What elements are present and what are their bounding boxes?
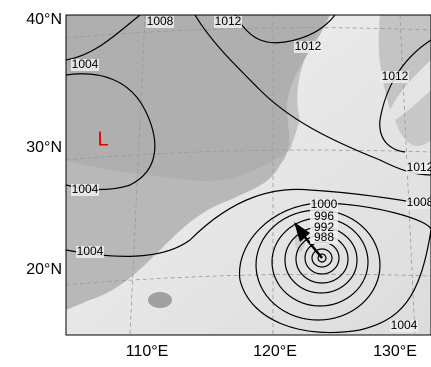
lon-label: 110°E xyxy=(126,343,169,360)
weather-map: 1008101210121004101210041012100810041000… xyxy=(0,0,431,362)
isobar-label: 1004 xyxy=(391,318,418,332)
isobar-label: 1004 xyxy=(72,57,99,71)
isobar-label: 1008 xyxy=(407,195,431,209)
island xyxy=(148,292,172,308)
isobar-label: 1012 xyxy=(407,160,431,174)
isobar-label: 1004 xyxy=(77,244,104,258)
isobar-label: 1012 xyxy=(215,14,242,28)
isobar-label: 988 xyxy=(314,230,334,244)
isobar-label: 1012 xyxy=(382,69,409,83)
lat-label: 30°N xyxy=(26,139,62,156)
isobar-label: 1004 xyxy=(72,182,99,196)
lat-label: 40°N xyxy=(26,11,62,28)
lat-label: 20°N xyxy=(26,261,62,278)
isobar-label: 1012 xyxy=(295,39,322,53)
low-marker: L xyxy=(97,128,108,150)
isobar-label: 1008 xyxy=(147,14,174,28)
lon-label: 130°E xyxy=(373,343,417,360)
lon-label: 120°E xyxy=(253,343,297,360)
